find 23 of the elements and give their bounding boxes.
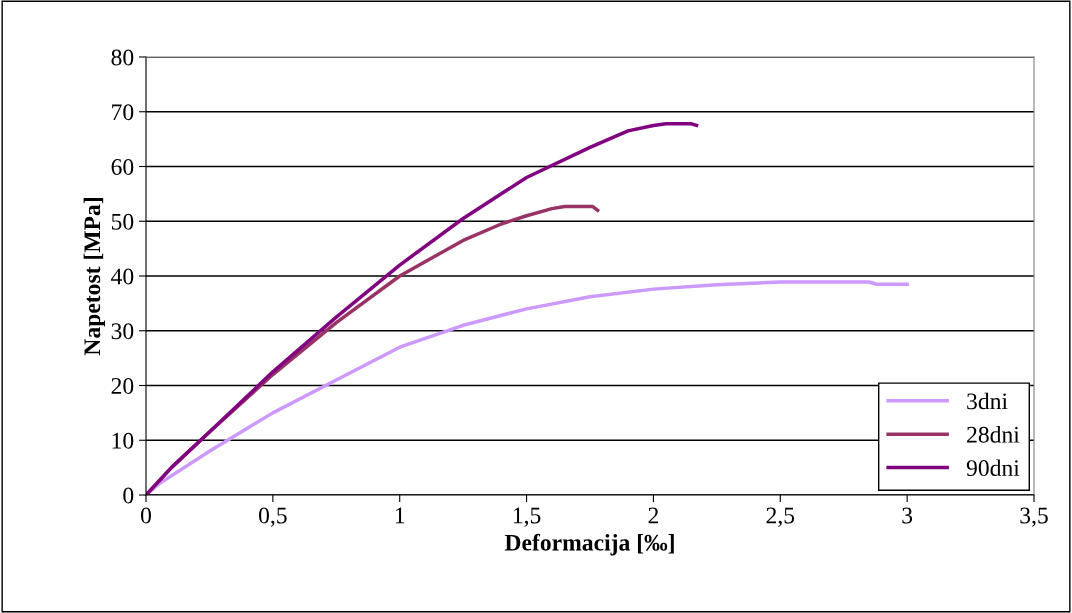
y-tick-label: 50 — [111, 213, 134, 230]
y-tick-label: 40 — [111, 268, 134, 285]
x-tick-label: 3 — [902, 507, 913, 524]
y-tick-label: 60 — [111, 158, 134, 175]
y-axis-title: Napetost [MPa] — [83, 198, 106, 356]
legend-label: 90dni — [966, 459, 1020, 477]
x-tick-label: 2,5 — [766, 507, 795, 527]
line-series — [146, 122, 699, 495]
legend-label: 3dni — [967, 392, 1008, 410]
y-tick-label: 80 — [111, 49, 134, 66]
y-tick-label: 30 — [111, 323, 134, 340]
x-tick-label: 2 — [648, 507, 659, 524]
x-tick-label: 3,5 — [1020, 507, 1048, 527]
x-tick-label: 0,5 — [259, 507, 287, 527]
y-tick-label: 10 — [112, 432, 134, 449]
y-tick-label: 20 — [111, 377, 134, 394]
x-axis-title: Deformacija [‰] — [504, 533, 674, 556]
x-tick-label: 1,5 — [513, 507, 541, 527]
y-tick-label: 70 — [112, 104, 134, 121]
x-tick-label: 0 — [141, 507, 151, 524]
y-tick-label: 0 — [123, 487, 134, 504]
legend-label: 28dni — [967, 426, 1020, 443]
x-tick-label: 1 — [395, 507, 405, 524]
